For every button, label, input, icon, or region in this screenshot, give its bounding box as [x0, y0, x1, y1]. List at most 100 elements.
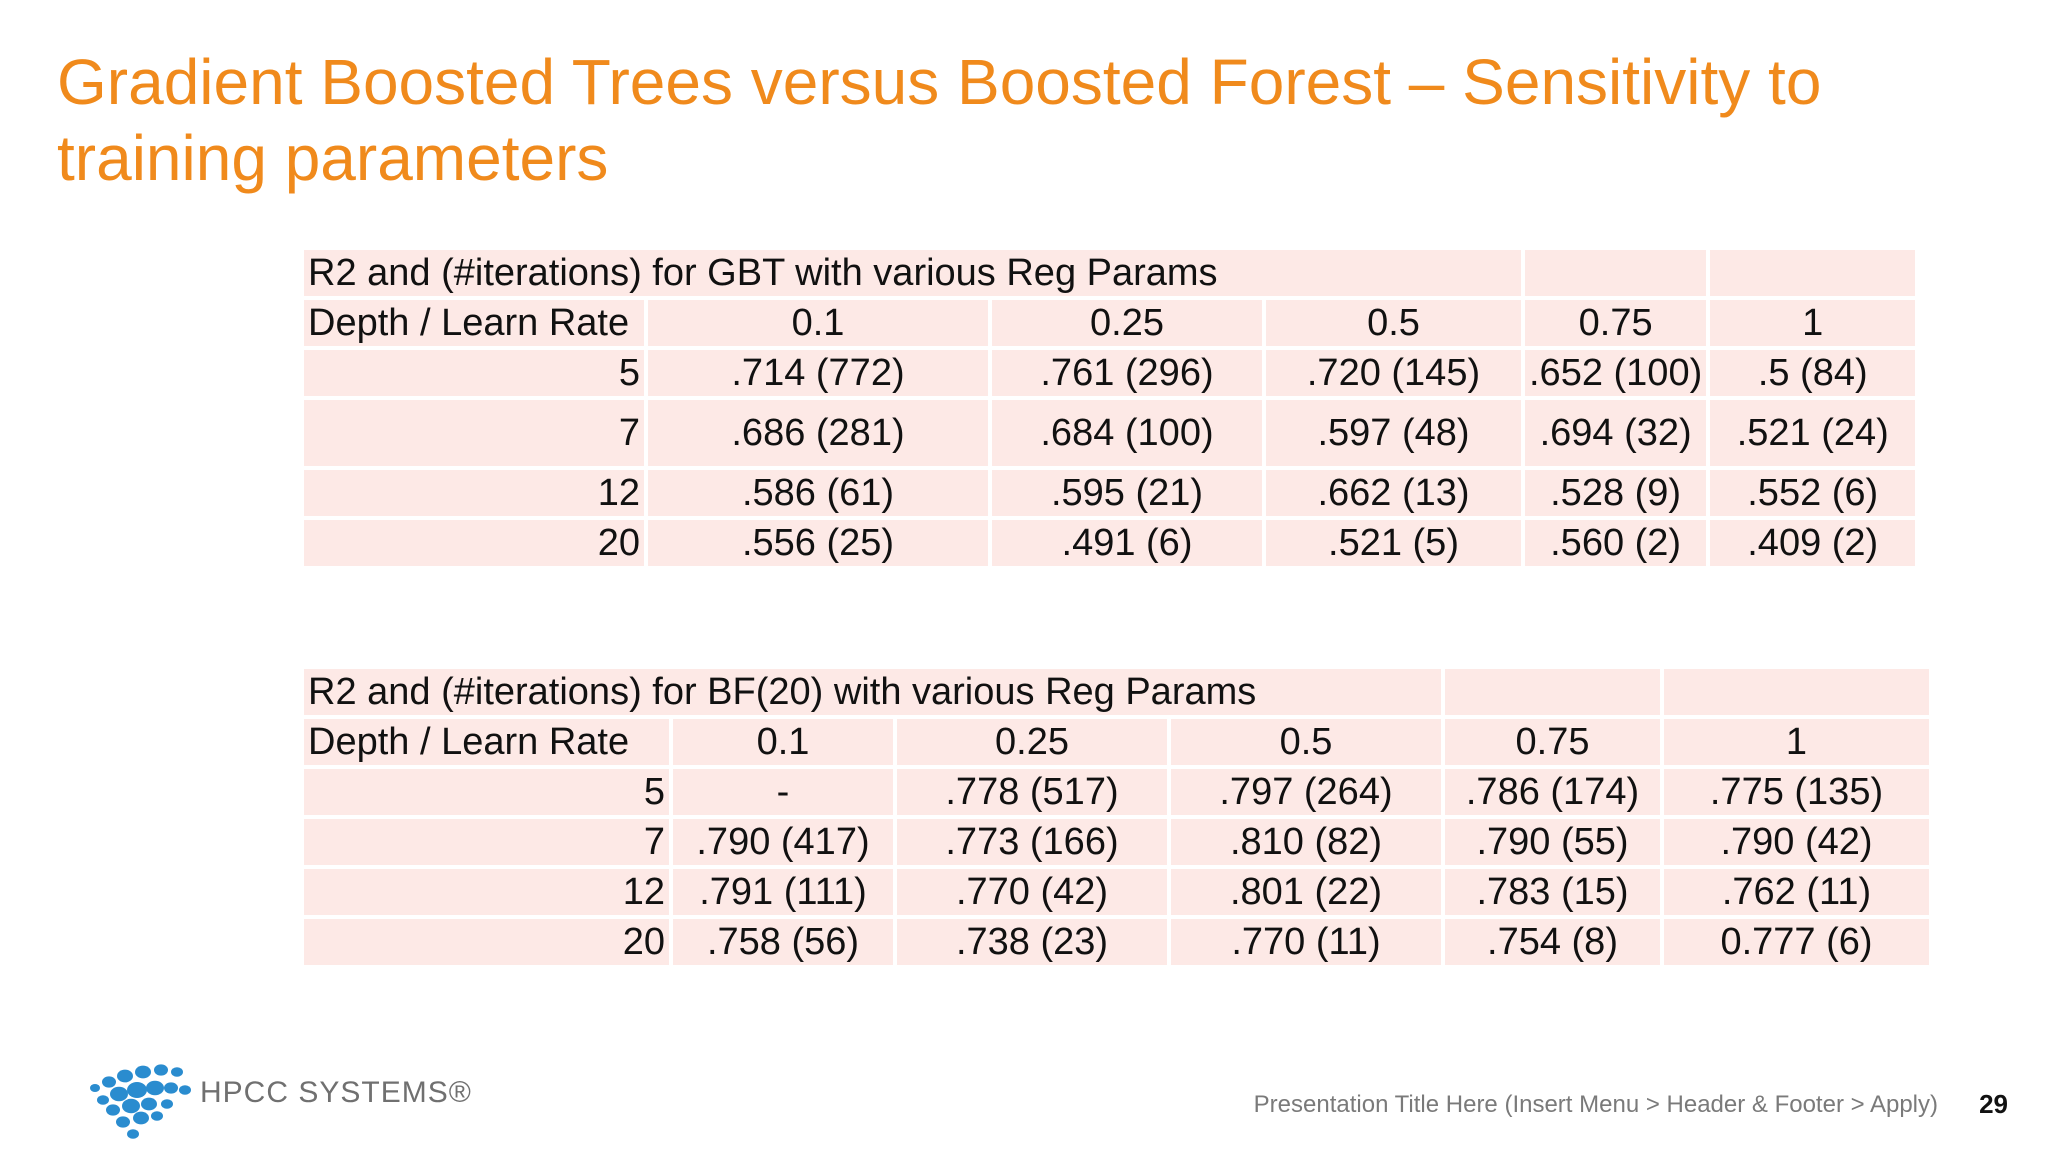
bf-depth-label: 7: [304, 819, 669, 865]
bf-cell: .810 (82): [1171, 819, 1441, 865]
bf-depth-label: 5: [304, 769, 669, 815]
logo-dot: [171, 1067, 183, 1077]
gbt-cell: .597 (48): [1266, 400, 1521, 466]
gbt-cell: .5 (84): [1710, 350, 1916, 396]
logo-dot: [151, 1111, 163, 1121]
logo-dot: [141, 1097, 157, 1111]
gbt-table-caption: R2 and (#iterations) for GBT with variou…: [304, 250, 1521, 296]
bf-depth-label: 20: [304, 919, 669, 965]
gbt-cell: .491 (6): [992, 520, 1262, 566]
gbt-cell: .556 (25): [648, 520, 988, 566]
table-row: 5 - .778 (517) .797 (264) .786 (174) .77…: [304, 769, 1929, 815]
gbt-depth-label: 7: [304, 400, 644, 466]
gbt-learn-rate-header: 1: [1710, 300, 1916, 346]
bf-cell: .790 (42): [1664, 819, 1929, 865]
table-row: 7 .686 (281) .684 (100) .597 (48) .694 (…: [304, 400, 1916, 466]
gbt-cell: .652 (100): [1525, 350, 1707, 396]
gbt-cell: .720 (145): [1266, 350, 1521, 396]
bf-learn-rate-header: 0.25: [897, 719, 1167, 765]
logo-dot: [102, 1076, 116, 1088]
table-row: 20 .758 (56) .738 (23) .770 (11) .754 (8…: [304, 919, 1929, 965]
bf-cell: .770 (42): [897, 869, 1167, 915]
hpcc-dots-icon: [90, 1064, 191, 1139]
gbt-cell: .409 (2): [1710, 520, 1916, 566]
gbt-cell: .521 (24): [1710, 400, 1916, 466]
gbt-learn-rate-header: 0.25: [992, 300, 1262, 346]
table-row: 12 .586 (61) .595 (21) .662 (13) .528 (9…: [304, 470, 1916, 516]
empty-cell: [1445, 669, 1660, 715]
bf-learn-rate-header: 1: [1664, 719, 1929, 765]
gbt-cell: .521 (5): [1266, 520, 1521, 566]
table-row: 20 .556 (25) .491 (6) .521 (5) .560 (2) …: [304, 520, 1916, 566]
gbt-learn-rate-header: 0.75: [1525, 300, 1707, 346]
bf-cell: .797 (264): [1171, 769, 1441, 815]
gbt-depth-label: 12: [304, 470, 644, 516]
logo-dot: [122, 1098, 140, 1114]
bf-cell: .754 (8): [1445, 919, 1660, 965]
bf-cell: .762 (11): [1664, 869, 1929, 915]
gbt-depth-label: 5: [304, 350, 644, 396]
bf-table: R2 and (#iterations) for BF(20) with var…: [300, 665, 1933, 969]
logo-dot: [117, 1069, 133, 1083]
empty-cell: [1710, 250, 1916, 296]
bf-cell: .758 (56): [673, 919, 893, 965]
hpcc-systems-logo: HPCC SYSTEMS®: [85, 1048, 485, 1148]
bf-cell: .791 (111): [673, 869, 893, 915]
logo-dot: [179, 1085, 191, 1095]
gbt-cell: .694 (32): [1525, 400, 1707, 466]
bf-cell: .778 (517): [897, 769, 1167, 815]
footer-text: Presentation Title Here (Insert Menu > H…: [1253, 1091, 1938, 1118]
bf-learn-rate-header: 0.1: [673, 719, 893, 765]
gbt-cell: .586 (61): [648, 470, 988, 516]
logo-dot: [127, 1082, 147, 1098]
gbt-cell: .686 (281): [648, 400, 988, 466]
logo-dot: [164, 1082, 178, 1094]
bf-cell: .790 (55): [1445, 819, 1660, 865]
logo-dot: [116, 1116, 130, 1128]
page-number: 29: [1979, 1089, 2008, 1119]
gbt-learn-rate-header: 0.1: [648, 300, 988, 346]
logo-dot: [90, 1084, 100, 1092]
bf-cell: -: [673, 769, 893, 815]
gbt-cell: .714 (772): [648, 350, 988, 396]
empty-cell: [1664, 669, 1929, 715]
bf-cell: .783 (15): [1445, 869, 1660, 915]
logo-dot: [133, 1111, 149, 1125]
gbt-table: R2 and (#iterations) for GBT with variou…: [300, 246, 1919, 570]
logo-dot: [106, 1104, 120, 1116]
logo-dot: [135, 1065, 151, 1079]
bf-corner-header: Depth / Learn Rate: [304, 719, 669, 765]
gbt-cell: .528 (9): [1525, 470, 1707, 516]
bf-learn-rate-header: 0.5: [1171, 719, 1441, 765]
bf-cell: .770 (11): [1171, 919, 1441, 965]
gbt-cell: .595 (21): [992, 470, 1262, 516]
gbt-cell: .560 (2): [1525, 520, 1707, 566]
bf-cell: .801 (22): [1171, 869, 1441, 915]
gbt-cell: .684 (100): [992, 400, 1262, 466]
bf-learn-rate-header: 0.75: [1445, 719, 1660, 765]
gbt-cell: .761 (296): [992, 350, 1262, 396]
table-row: 12 .791 (111) .770 (42) .801 (22) .783 (…: [304, 869, 1929, 915]
gbt-cell: .552 (6): [1710, 470, 1916, 516]
logo-dot: [161, 1099, 173, 1109]
gbt-depth-label: 20: [304, 520, 644, 566]
gbt-corner-header: Depth / Learn Rate: [304, 300, 644, 346]
empty-cell: [1525, 250, 1707, 296]
bf-cell: .738 (23): [897, 919, 1167, 965]
slide-title: Gradient Boosted Trees versus Boosted Fo…: [57, 46, 1822, 194]
table-row: 5 .714 (772) .761 (296) .720 (145) .652 …: [304, 350, 1916, 396]
logo-dot: [154, 1064, 168, 1076]
logo-dot: [146, 1080, 164, 1096]
bf-cell: 0.777 (6): [1664, 919, 1929, 965]
table-row: 7 .790 (417) .773 (166) .810 (82) .790 (…: [304, 819, 1929, 865]
bf-cell: .775 (135): [1664, 769, 1929, 815]
logo-dot: [97, 1095, 109, 1105]
bf-cell: .786 (174): [1445, 769, 1660, 815]
logo-dot: [110, 1086, 128, 1102]
gbt-learn-rate-header: 0.5: [1266, 300, 1521, 346]
bf-cell: .790 (417): [673, 819, 893, 865]
gbt-cell: .662 (13): [1266, 470, 1521, 516]
logo-dot: [127, 1129, 139, 1139]
bf-cell: .773 (166): [897, 819, 1167, 865]
bf-table-caption: R2 and (#iterations) for BF(20) with var…: [304, 669, 1441, 715]
